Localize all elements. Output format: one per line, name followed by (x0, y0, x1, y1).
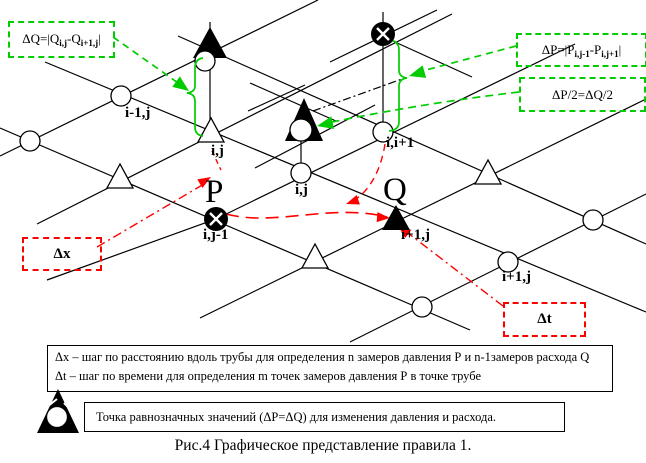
dq-brace (186, 57, 204, 137)
letter-q: Q (383, 172, 407, 208)
step-definitions-box: Δx – шаг по расстоянию вдоль трубы для о… (47, 345, 613, 392)
equal-point-top-circle (194, 50, 216, 72)
node-triangle (105, 162, 135, 189)
grid-line (0, 0, 319, 157)
dt-box: Δt (503, 302, 586, 337)
figure-caption: Рис.4 Графическое представление правила … (174, 437, 472, 454)
node-circle (582, 209, 604, 231)
arc-link-line (350, 143, 386, 203)
grid-line (46, 43, 576, 281)
node-circle-ij (290, 162, 312, 184)
node-triangle (300, 242, 330, 269)
label-node-i-1j: i-1,j (125, 105, 151, 121)
label-node-ij-top: i,j (211, 143, 224, 159)
grid-line (44, 61, 646, 313)
dq-pointer-line (112, 36, 182, 86)
dq-formula: ΔQ=|Qi,j-Qi+1,j| (22, 31, 101, 48)
label-node-i+1j-lower: i+1,j (502, 269, 531, 285)
dq-arrowhead (172, 76, 189, 91)
legend-slash (46, 398, 58, 408)
node-circle-i+1j (497, 251, 519, 273)
equal-value-points (193, 27, 323, 142)
dt-label: Δt (537, 311, 552, 327)
grid-line (177, 35, 646, 245)
dp-pointer-line (425, 45, 517, 71)
dp-half-arrowhead (317, 116, 335, 130)
grid-line (247, 84, 306, 112)
node-circle-ii+1 (372, 121, 394, 143)
dx-definition: Δx – шаг по расстоянию вдоль трубы для о… (55, 350, 590, 364)
p-q-link-line (225, 211, 388, 219)
green-annotations (112, 36, 520, 137)
open-nodes (19, 85, 604, 318)
legend-text-box: Точка равнозначных значений (ΔP=ΔQ) для … (84, 402, 565, 432)
filled-nodes (204, 22, 410, 231)
grid-line (383, 36, 473, 78)
arc-arrowhead (346, 195, 360, 205)
dx-box: Δx (22, 237, 102, 271)
dt-pointer-line (403, 229, 504, 307)
dp-brace (388, 39, 408, 132)
legend-symbol (37, 389, 79, 433)
dx-label: Δx (53, 245, 71, 262)
dp-half-formula-box: ΔP/2=ΔQ/2 (519, 77, 646, 112)
node-circle (19, 130, 41, 152)
dp-formula: ΔP=|Pi,j-1-Pi,j+1| (541, 41, 622, 59)
half-dp-dashdot-line (312, 78, 403, 112)
node-top-cross (376, 27, 390, 41)
equal-point-center-circle (289, 118, 313, 142)
node-circle-i-1j (110, 85, 132, 107)
node-triangle (473, 158, 503, 185)
grid-line (0, 127, 471, 331)
label-node-ij-1: i,j-1 (203, 227, 229, 243)
dx-pointer-line-tail (211, 150, 222, 171)
grid-line (249, 82, 337, 122)
dp-arrowhead (409, 65, 427, 78)
grid-lines (0, 0, 646, 343)
label-node-i+1j: i+1,j (401, 227, 430, 243)
node-triangle-ij (196, 116, 226, 143)
label-node-ij-mid: i,j (295, 182, 308, 198)
dq-formula-box: ΔQ=|Qi,j-Qi+1,j| (8, 21, 115, 58)
dp-half-pointer-line (331, 91, 520, 123)
letter-p: P (205, 174, 224, 210)
dp-formula-box: ΔP=|Pi,j-1-Pi,j+1| (516, 33, 646, 67)
node-p-cross (209, 212, 223, 226)
node-q-triangle (382, 205, 410, 230)
legend-text: Точка равнозначных значений (ΔP=ΔQ) для … (96, 409, 497, 424)
legend-circle (45, 405, 69, 429)
p-q-arrowhead (376, 212, 390, 223)
dt-definition: Δt – шаг по времени для определения m то… (55, 369, 481, 383)
node-circle (411, 296, 433, 318)
dp-half-formula: ΔP/2=ΔQ/2 (552, 86, 613, 102)
dx-arrowhead (197, 177, 211, 188)
equal-point-top-triangle (193, 27, 227, 58)
label-node-ii+1: i,i+1 (386, 135, 415, 151)
grid-line (199, 98, 646, 319)
dx-pointer-line (96, 183, 205, 248)
legend-slash (63, 402, 72, 411)
